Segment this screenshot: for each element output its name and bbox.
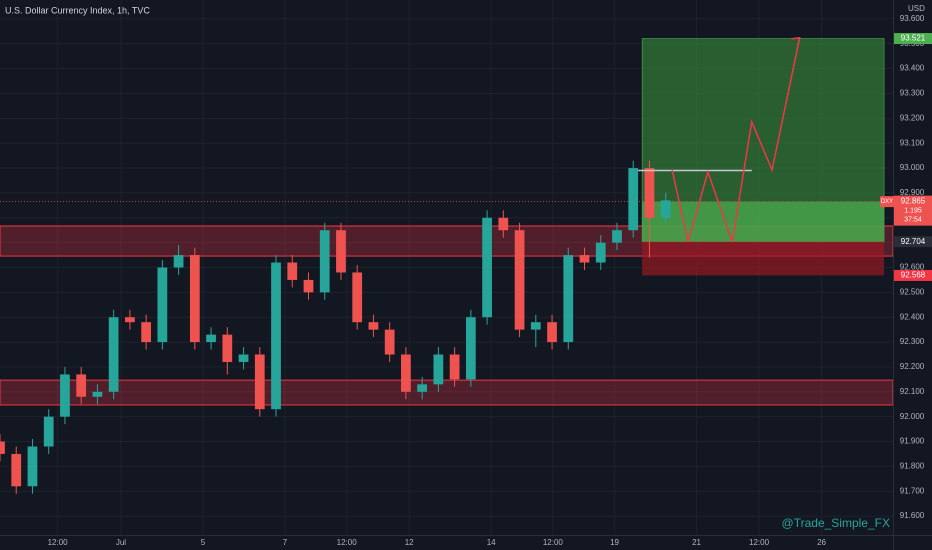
- symbol-bg: [880, 196, 894, 208]
- y-tick-label: 93.300: [900, 89, 925, 98]
- stop-area: [642, 241, 885, 276]
- candle-body: [303, 279, 314, 293]
- candle-body: [141, 322, 151, 343]
- target-label: 93.521: [901, 34, 926, 43]
- axis-layer: 91.600 91.700 91.800 91.900 92.000 92.100 92.2…: [48, 14, 932, 547]
- candle-body: [92, 391, 103, 397]
- chart-layer: [0, 0, 894, 535]
- candle-body: [352, 272, 363, 323]
- candle-body: [254, 354, 265, 410]
- candle-body: [173, 255, 184, 268]
- candle-body: [579, 255, 590, 263]
- candle-body: [465, 317, 476, 380]
- candle-body: [449, 354, 460, 380]
- y-tick-label: 92.300: [900, 337, 925, 346]
- candle-body: [238, 354, 249, 362]
- entry-label-bg: [894, 236, 932, 248]
- candle-body: [157, 267, 168, 343]
- candle-body: [319, 230, 330, 293]
- x-tick-label: 12:00: [48, 538, 69, 547]
- currency-label: USD: [908, 4, 925, 13]
- last-price: 92.865: [901, 197, 926, 206]
- y-tick-label: 92.000: [900, 412, 925, 421]
- candle-body: [0, 441, 5, 454]
- x-tick-label: 12: [405, 538, 414, 547]
- candle-body: [660, 200, 671, 218]
- y-tick-label: 92.200: [900, 362, 925, 371]
- stop-label: 92.568: [901, 271, 926, 280]
- candle-body: [612, 230, 622, 243]
- resistance-zone: [0, 379, 894, 406]
- candle-body: [384, 329, 395, 355]
- y-tick-label: 92.500: [900, 287, 925, 296]
- candle-body: [628, 168, 639, 231]
- y-tick-label: 91.700: [900, 486, 925, 495]
- stop-label-bg: [894, 269, 932, 281]
- x-tick-label: 5: [201, 538, 206, 547]
- y-tick-label: 91.600: [900, 511, 925, 520]
- candle-body: [60, 374, 70, 417]
- x-tick-label: 7: [283, 538, 288, 547]
- x-tick-label: Jul: [116, 538, 126, 547]
- y-tick-label: 93.400: [900, 64, 925, 73]
- candle-body: [498, 217, 509, 231]
- x-tick-label: 21: [692, 538, 701, 547]
- candle-body: [336, 230, 346, 273]
- y-tick-label: 92.400: [900, 312, 925, 321]
- open-profit-area: [642, 201, 885, 242]
- y-tick-label: 92.900: [900, 188, 925, 197]
- y-tick-label: 92.100: [900, 387, 925, 396]
- candle-body: [76, 374, 87, 397]
- candle-body: [417, 384, 428, 392]
- y-tick-label: 92.600: [900, 263, 925, 272]
- x-tick-label: 19: [610, 538, 619, 547]
- candle-body: [189, 255, 200, 343]
- x-tick-label: 12:00: [749, 538, 770, 547]
- candle-body: [125, 317, 135, 323]
- y-tick-label: 93.200: [900, 113, 925, 122]
- projection-path: [671, 37, 801, 243]
- candle-body: [206, 334, 216, 343]
- last-change: 1.195: [904, 207, 922, 214]
- x-tick-label: 12:00: [543, 538, 564, 547]
- y-tick-label: 93.600: [900, 14, 925, 23]
- entry-label: 92.704: [901, 237, 926, 246]
- candle-body: [11, 453, 22, 487]
- candle-body: [287, 262, 298, 280]
- watermark: @Trade_Simple_FX: [782, 516, 890, 530]
- x-tick-label: 12:00: [337, 538, 358, 547]
- y-tick-label: 93.100: [900, 138, 925, 147]
- candle-body: [530, 322, 541, 330]
- candle-body: [433, 354, 444, 385]
- y-tick-label: 91.900: [900, 437, 925, 446]
- x-tick-label: 26: [817, 538, 826, 547]
- arrow-head: [791, 36, 801, 46]
- candle-body: [595, 242, 606, 263]
- countdown: 37:54: [904, 216, 922, 223]
- candle-body: [43, 416, 54, 447]
- chart-title: U.S. Dollar Currency Index, 1h, TVC: [5, 5, 150, 15]
- candle-body: [271, 262, 281, 410]
- candle-body: [222, 334, 233, 362]
- x-tick-label: 14: [487, 538, 496, 547]
- candle-body: [644, 168, 655, 218]
- candle-body: [108, 317, 119, 392]
- candle-body: [563, 255, 574, 343]
- candle-body: [401, 354, 411, 392]
- symbol-label: DXY: [881, 199, 893, 205]
- y-tick-label: 91.800: [900, 461, 925, 470]
- candle-body: [482, 217, 492, 318]
- candle-body: [514, 230, 525, 330]
- candle-body: [368, 322, 379, 330]
- last-price-bg: [894, 195, 932, 226]
- candle-body: [547, 322, 557, 343]
- candle-body: [27, 446, 38, 487]
- y-tick-label: 93.000: [900, 163, 925, 172]
- target-label-bg: [894, 33, 932, 45]
